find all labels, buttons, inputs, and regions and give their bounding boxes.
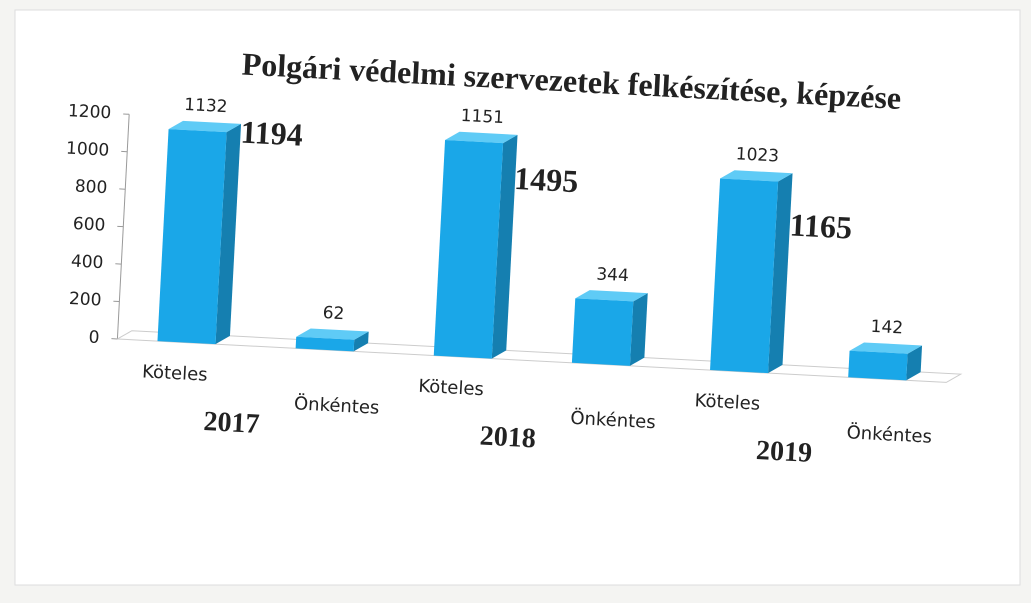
floor xyxy=(117,330,963,383)
bar-top xyxy=(575,290,648,302)
bar xyxy=(710,178,779,374)
y-tick-label: 600 xyxy=(72,214,105,236)
y-tick-label: 1200 xyxy=(67,101,111,123)
bar xyxy=(157,129,227,345)
bar-side xyxy=(491,134,518,359)
x-tick-label: Önkéntes xyxy=(846,421,932,447)
y-tick-label: 800 xyxy=(74,177,107,199)
x-tick-label: Köteles xyxy=(142,361,209,385)
bar xyxy=(295,336,355,352)
value-label: 1023 xyxy=(735,144,779,166)
bar-side xyxy=(629,293,648,366)
bar xyxy=(848,350,908,381)
value-label: 1151 xyxy=(460,106,504,128)
x-tick-label: Köteles xyxy=(694,390,761,414)
bar-side xyxy=(906,345,923,381)
group-label: 2017 xyxy=(203,406,261,440)
group-total: 1495 xyxy=(513,160,579,199)
bar-side xyxy=(353,331,369,352)
x-tick-label: Köteles xyxy=(418,376,485,400)
y-tick-label: 1000 xyxy=(66,139,110,161)
bar-top xyxy=(296,328,369,340)
value-label: 62 xyxy=(322,303,345,324)
x-tick-label: Önkéntes xyxy=(294,392,380,418)
group-total: 1165 xyxy=(789,206,853,245)
bar-top xyxy=(720,170,793,182)
x-tick-label: Önkéntes xyxy=(570,407,656,433)
y-tick-label: 0 xyxy=(88,327,100,348)
bar-side xyxy=(215,123,242,345)
bar-top xyxy=(168,120,242,133)
bar-top xyxy=(849,342,923,354)
value-label: 344 xyxy=(596,264,629,286)
value-label: 1132 xyxy=(184,95,228,117)
group-label: 2019 xyxy=(755,435,813,469)
y-tick-label: 200 xyxy=(68,289,101,311)
y-tick-label: 400 xyxy=(70,251,103,273)
group-label: 2018 xyxy=(479,421,537,455)
bar xyxy=(571,298,634,366)
value-label: 142 xyxy=(870,317,903,339)
bar xyxy=(433,140,504,359)
bar-side xyxy=(768,173,793,374)
group-total: 1194 xyxy=(240,114,304,153)
bar-top xyxy=(445,131,518,144)
